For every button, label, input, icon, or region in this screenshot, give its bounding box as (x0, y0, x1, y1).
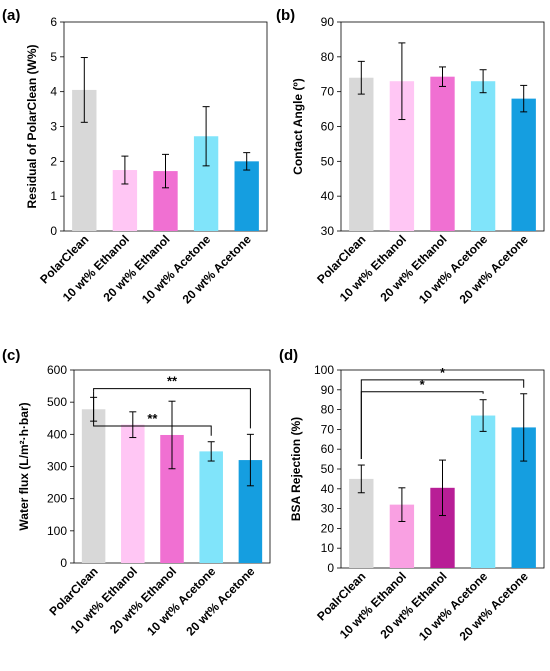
bar (234, 161, 259, 231)
significance-label: ** (147, 411, 158, 426)
bar (121, 424, 145, 563)
y-tick-label: 200 (47, 492, 67, 506)
y-axis-label: BSA Rejection (%) (289, 417, 303, 521)
category-label: 20 wt% Acetone (457, 569, 531, 643)
category-label: 20 wt% Acetone (457, 232, 531, 306)
significance-label: * (420, 377, 426, 392)
bar (430, 76, 455, 232)
significance-bracket (93, 391, 212, 436)
y-tick-label: 60 (321, 120, 335, 134)
panel-label: (c) (2, 347, 20, 364)
bar (81, 409, 106, 563)
category-label: 20 wt% Acetone (180, 232, 254, 306)
category-label: 10 wt% Acetone (139, 232, 213, 306)
y-tick-label: 80 (321, 403, 335, 417)
bar (160, 434, 184, 563)
y-tick-label: 40 (321, 482, 335, 496)
bar (470, 81, 496, 231)
significance-label: ** (167, 374, 178, 389)
y-tick-label: 90 (321, 383, 335, 397)
bar (238, 460, 263, 563)
y-tick-label: 10 (321, 541, 335, 555)
category-label: 10 wt% Acetone (416, 232, 490, 306)
y-tick-label: 90 (321, 15, 335, 29)
y-tick-label: 600 (47, 363, 67, 377)
y-tick-label: 5 (50, 50, 57, 64)
bar (349, 77, 374, 231)
y-tick-label: 100 (314, 363, 334, 377)
panel-label: (a) (2, 7, 20, 24)
y-tick-label: 2 (50, 154, 57, 168)
y-tick-label: 80 (321, 50, 335, 64)
panel-label: (d) (279, 347, 298, 364)
y-tick-label: 0 (60, 556, 67, 570)
y-axis-label: Water flux (L/m²·h·bar) (17, 402, 31, 530)
category-label: 10 wt% Acetone (144, 564, 218, 638)
y-tick-label: 50 (321, 462, 335, 476)
y-tick-label: 400 (47, 427, 67, 441)
y-tick-label: 1 (50, 189, 57, 203)
y-tick-label: 70 (321, 422, 335, 436)
y-tick-label: 3 (50, 120, 57, 134)
y-tick-label: 60 (321, 442, 335, 456)
category-label: 20 wt% Acetone (183, 564, 257, 638)
bar (349, 478, 374, 568)
significance-bracket (360, 391, 484, 460)
category-label: 10 wt% Acetone (416, 569, 490, 643)
category-label: 10 wt% Ethanol (68, 564, 140, 636)
significance-bracket (360, 379, 525, 460)
y-tick-label: 6 (50, 15, 57, 29)
y-tick-label: 500 (47, 395, 67, 409)
bar (511, 98, 536, 231)
y-tick-label: 4 (50, 85, 57, 99)
panel-label: (b) (276, 7, 295, 24)
y-axis-label: Residual of PolarClean (W%) (25, 44, 39, 208)
category-label: 20 wt% Ethanol (107, 564, 179, 636)
y-tick-label: 0 (327, 561, 334, 575)
significance-label: * (440, 365, 446, 380)
panel-d: (d) 0 10 20 30 40 50 60 70 80 90 100 BSA Rejection (… (279, 347, 545, 643)
y-axis-label: Contact Angle (º) (291, 78, 305, 175)
y-tick-label: 0 (50, 224, 57, 238)
y-tick-label: 100 (47, 524, 67, 538)
bar (470, 415, 496, 568)
y-tick-label: 20 (321, 521, 335, 535)
y-tick-label: 50 (321, 154, 335, 168)
y-tick-label: 40 (321, 189, 335, 203)
panel-c: (c) 0 100 200 300 400 500 600 Water flux (L/m²·h… (2, 347, 271, 638)
y-tick-label: 30 (321, 224, 335, 238)
y-tick-label: 300 (47, 460, 67, 474)
y-tick-label: 30 (321, 502, 335, 516)
y-tick-label: 70 (321, 85, 335, 99)
significance-bracket (93, 388, 251, 429)
bar (199, 451, 223, 563)
